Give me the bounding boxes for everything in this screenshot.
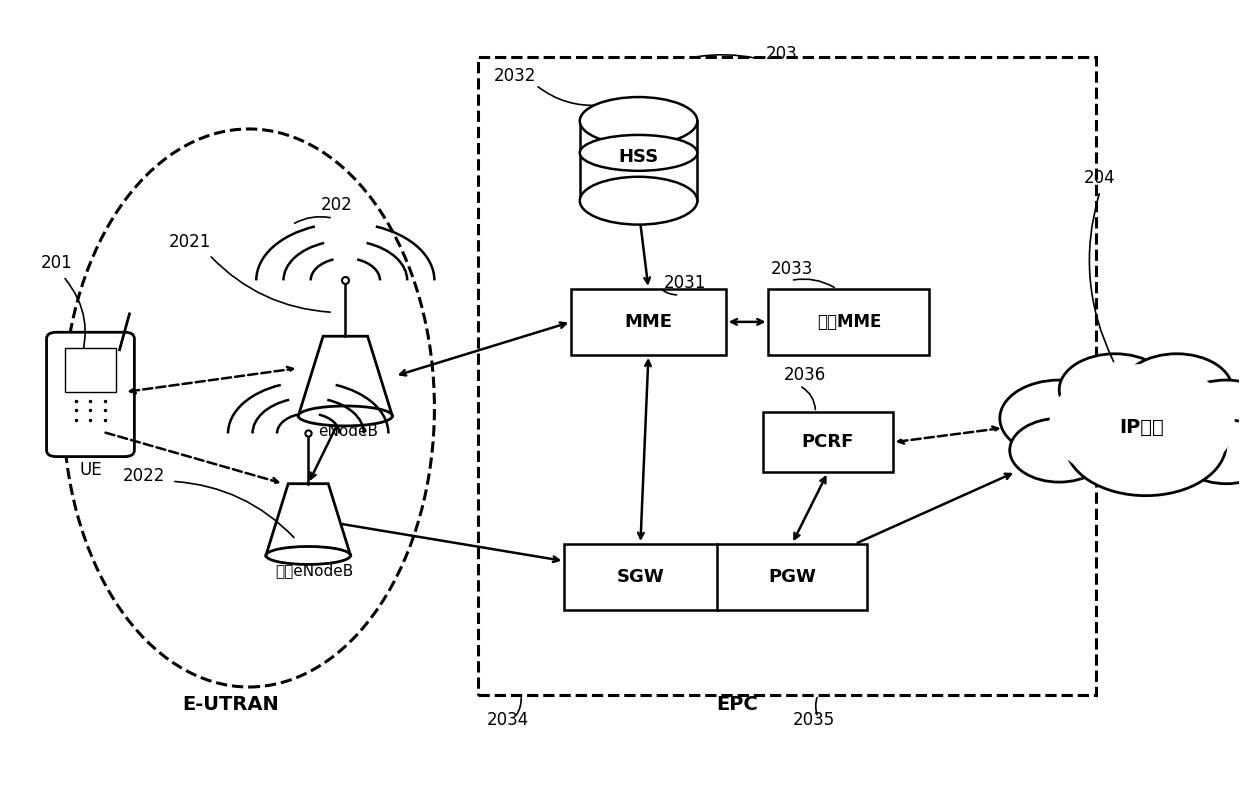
Text: 2021: 2021: [169, 233, 211, 251]
Circle shape: [1009, 418, 1109, 482]
Ellipse shape: [580, 177, 697, 225]
Text: 203: 203: [766, 45, 797, 62]
Text: 2034: 2034: [486, 711, 528, 730]
Text: PCRF: PCRF: [802, 434, 854, 451]
Circle shape: [1049, 364, 1235, 484]
FancyBboxPatch shape: [769, 289, 929, 355]
Circle shape: [1059, 354, 1171, 426]
FancyBboxPatch shape: [66, 348, 115, 392]
Text: 2031: 2031: [663, 274, 706, 292]
Text: E-UTRAN: E-UTRAN: [182, 695, 279, 714]
Ellipse shape: [580, 97, 697, 145]
Text: IP业务: IP业务: [1120, 418, 1164, 438]
Text: 204: 204: [1084, 169, 1116, 187]
Polygon shape: [265, 484, 351, 555]
Circle shape: [1171, 380, 1240, 452]
Text: 2033: 2033: [771, 260, 813, 278]
Text: SGW: SGW: [616, 568, 665, 586]
Text: MME: MME: [625, 313, 672, 331]
Circle shape: [1177, 420, 1240, 484]
Text: 其它eNodeB: 其它eNodeB: [275, 563, 353, 578]
FancyBboxPatch shape: [580, 121, 697, 201]
Text: eNodeB: eNodeB: [317, 424, 378, 439]
Circle shape: [1121, 354, 1233, 426]
Circle shape: [999, 380, 1118, 457]
FancyBboxPatch shape: [47, 332, 134, 457]
Text: 2032: 2032: [494, 67, 536, 85]
FancyBboxPatch shape: [564, 544, 868, 610]
Text: PGW: PGW: [768, 568, 816, 586]
Text: 202: 202: [321, 196, 352, 214]
Text: 201: 201: [41, 254, 73, 273]
Text: 其它MME: 其它MME: [817, 313, 882, 331]
FancyBboxPatch shape: [763, 412, 893, 472]
Ellipse shape: [299, 406, 392, 426]
Text: 2022: 2022: [123, 467, 165, 486]
Text: 2035: 2035: [794, 711, 836, 730]
Text: UE: UE: [79, 462, 102, 479]
FancyBboxPatch shape: [572, 289, 725, 355]
Text: 2036: 2036: [784, 366, 826, 384]
Text: EPC: EPC: [717, 695, 759, 714]
Circle shape: [1065, 392, 1226, 496]
Ellipse shape: [265, 546, 351, 565]
Ellipse shape: [580, 135, 697, 170]
Polygon shape: [299, 336, 392, 416]
Text: HSS: HSS: [619, 148, 658, 166]
